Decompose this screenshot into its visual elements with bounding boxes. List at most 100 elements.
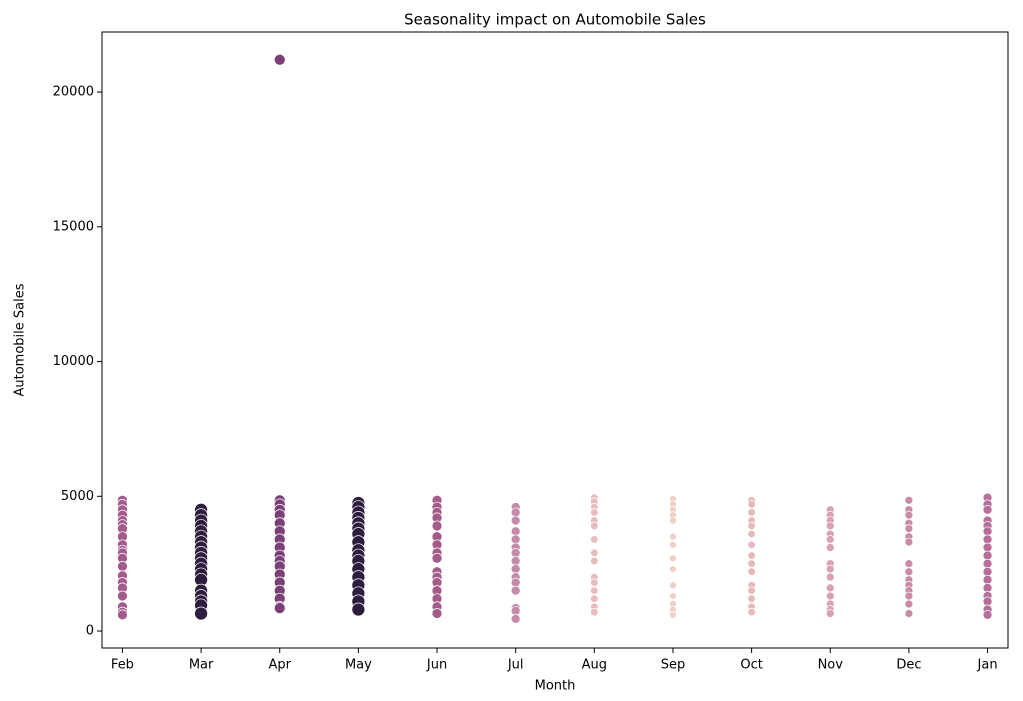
point: [982, 596, 993, 607]
point: [669, 611, 677, 619]
point: [510, 534, 521, 545]
x-tick-label: Feb: [111, 658, 134, 673]
x-axis-label: Month: [535, 679, 576, 694]
point: [982, 558, 993, 569]
point: [904, 567, 914, 577]
point: [825, 583, 835, 593]
plot-frame: [101, 31, 1009, 649]
point: [590, 521, 599, 531]
point: [669, 516, 677, 525]
point: [431, 608, 443, 619]
point: [510, 507, 521, 518]
y-axis-label: Automobile Sales: [13, 283, 28, 396]
x-tick-label: Jan: [977, 658, 998, 673]
point: [747, 540, 756, 549]
point: [747, 529, 756, 539]
point: [904, 559, 914, 569]
point: [590, 586, 599, 595]
point: [510, 585, 521, 596]
point: [747, 521, 756, 531]
point: [431, 520, 443, 532]
point: [669, 565, 677, 573]
point: [904, 591, 914, 601]
point: [825, 543, 835, 552]
point: [117, 609, 128, 621]
point: [669, 554, 677, 563]
point: [590, 535, 599, 544]
point: [510, 564, 521, 574]
x-tick-label: Jul: [507, 658, 524, 673]
point: [825, 535, 835, 544]
point: [825, 572, 835, 582]
point: [825, 609, 835, 618]
point: [117, 590, 128, 602]
x-tick-label: Sep: [661, 658, 686, 673]
point: [982, 526, 993, 537]
x-tick-label: Nov: [818, 658, 844, 673]
point: [747, 500, 756, 509]
y-tick-label: 15000: [53, 219, 94, 234]
point: [982, 504, 993, 515]
point: [747, 594, 756, 603]
y-tick-label: 10000: [53, 354, 94, 369]
point: [747, 586, 756, 595]
x-tick-label: Apr: [268, 658, 291, 673]
x-tick-label: Mar: [189, 658, 214, 673]
point: [982, 583, 993, 593]
y-tick-label: 5000: [61, 489, 94, 504]
point: [590, 556, 599, 566]
point: [669, 592, 677, 600]
point: [904, 609, 914, 618]
point: [590, 548, 599, 558]
point: [747, 608, 756, 617]
x-tick-label: May: [345, 658, 372, 673]
point: [982, 610, 993, 620]
point: [825, 564, 835, 574]
point: [273, 602, 286, 614]
point: [510, 526, 521, 537]
point: [117, 561, 128, 572]
point: [273, 53, 286, 66]
point: [982, 566, 993, 577]
point: [982, 534, 993, 545]
point: [825, 591, 835, 601]
point: [510, 556, 521, 566]
point: [590, 594, 599, 603]
point: [747, 551, 756, 560]
point: [904, 599, 914, 609]
point: [747, 559, 756, 568]
point: [982, 542, 993, 553]
point: [590, 508, 599, 517]
point: [982, 574, 993, 585]
point: [904, 510, 914, 520]
point: [351, 602, 366, 617]
point: [590, 608, 599, 617]
point: [510, 614, 521, 624]
point: [669, 532, 677, 541]
y-tick-label: 20000: [53, 85, 94, 100]
point: [510, 548, 521, 558]
point: [194, 606, 208, 621]
x-tick-label: Jun: [426, 658, 447, 673]
point: [904, 495, 914, 505]
point: [590, 578, 599, 587]
point: [510, 515, 521, 526]
point: [431, 552, 443, 564]
x-tick-label: Oct: [740, 658, 762, 673]
point: [669, 540, 677, 549]
point: [825, 521, 835, 531]
x-tick-label: Aug: [582, 658, 607, 673]
point: [747, 567, 756, 576]
point: [510, 577, 521, 588]
point: [904, 524, 914, 533]
point: [904, 537, 914, 547]
point: [669, 581, 677, 590]
point: [982, 550, 993, 561]
point: [510, 605, 521, 616]
x-tick-label: Dec: [896, 658, 921, 673]
chart-title: Seasonality impact on Automobile Sales: [404, 11, 706, 29]
y-tick-label: 0: [86, 624, 94, 639]
point: [747, 508, 756, 517]
